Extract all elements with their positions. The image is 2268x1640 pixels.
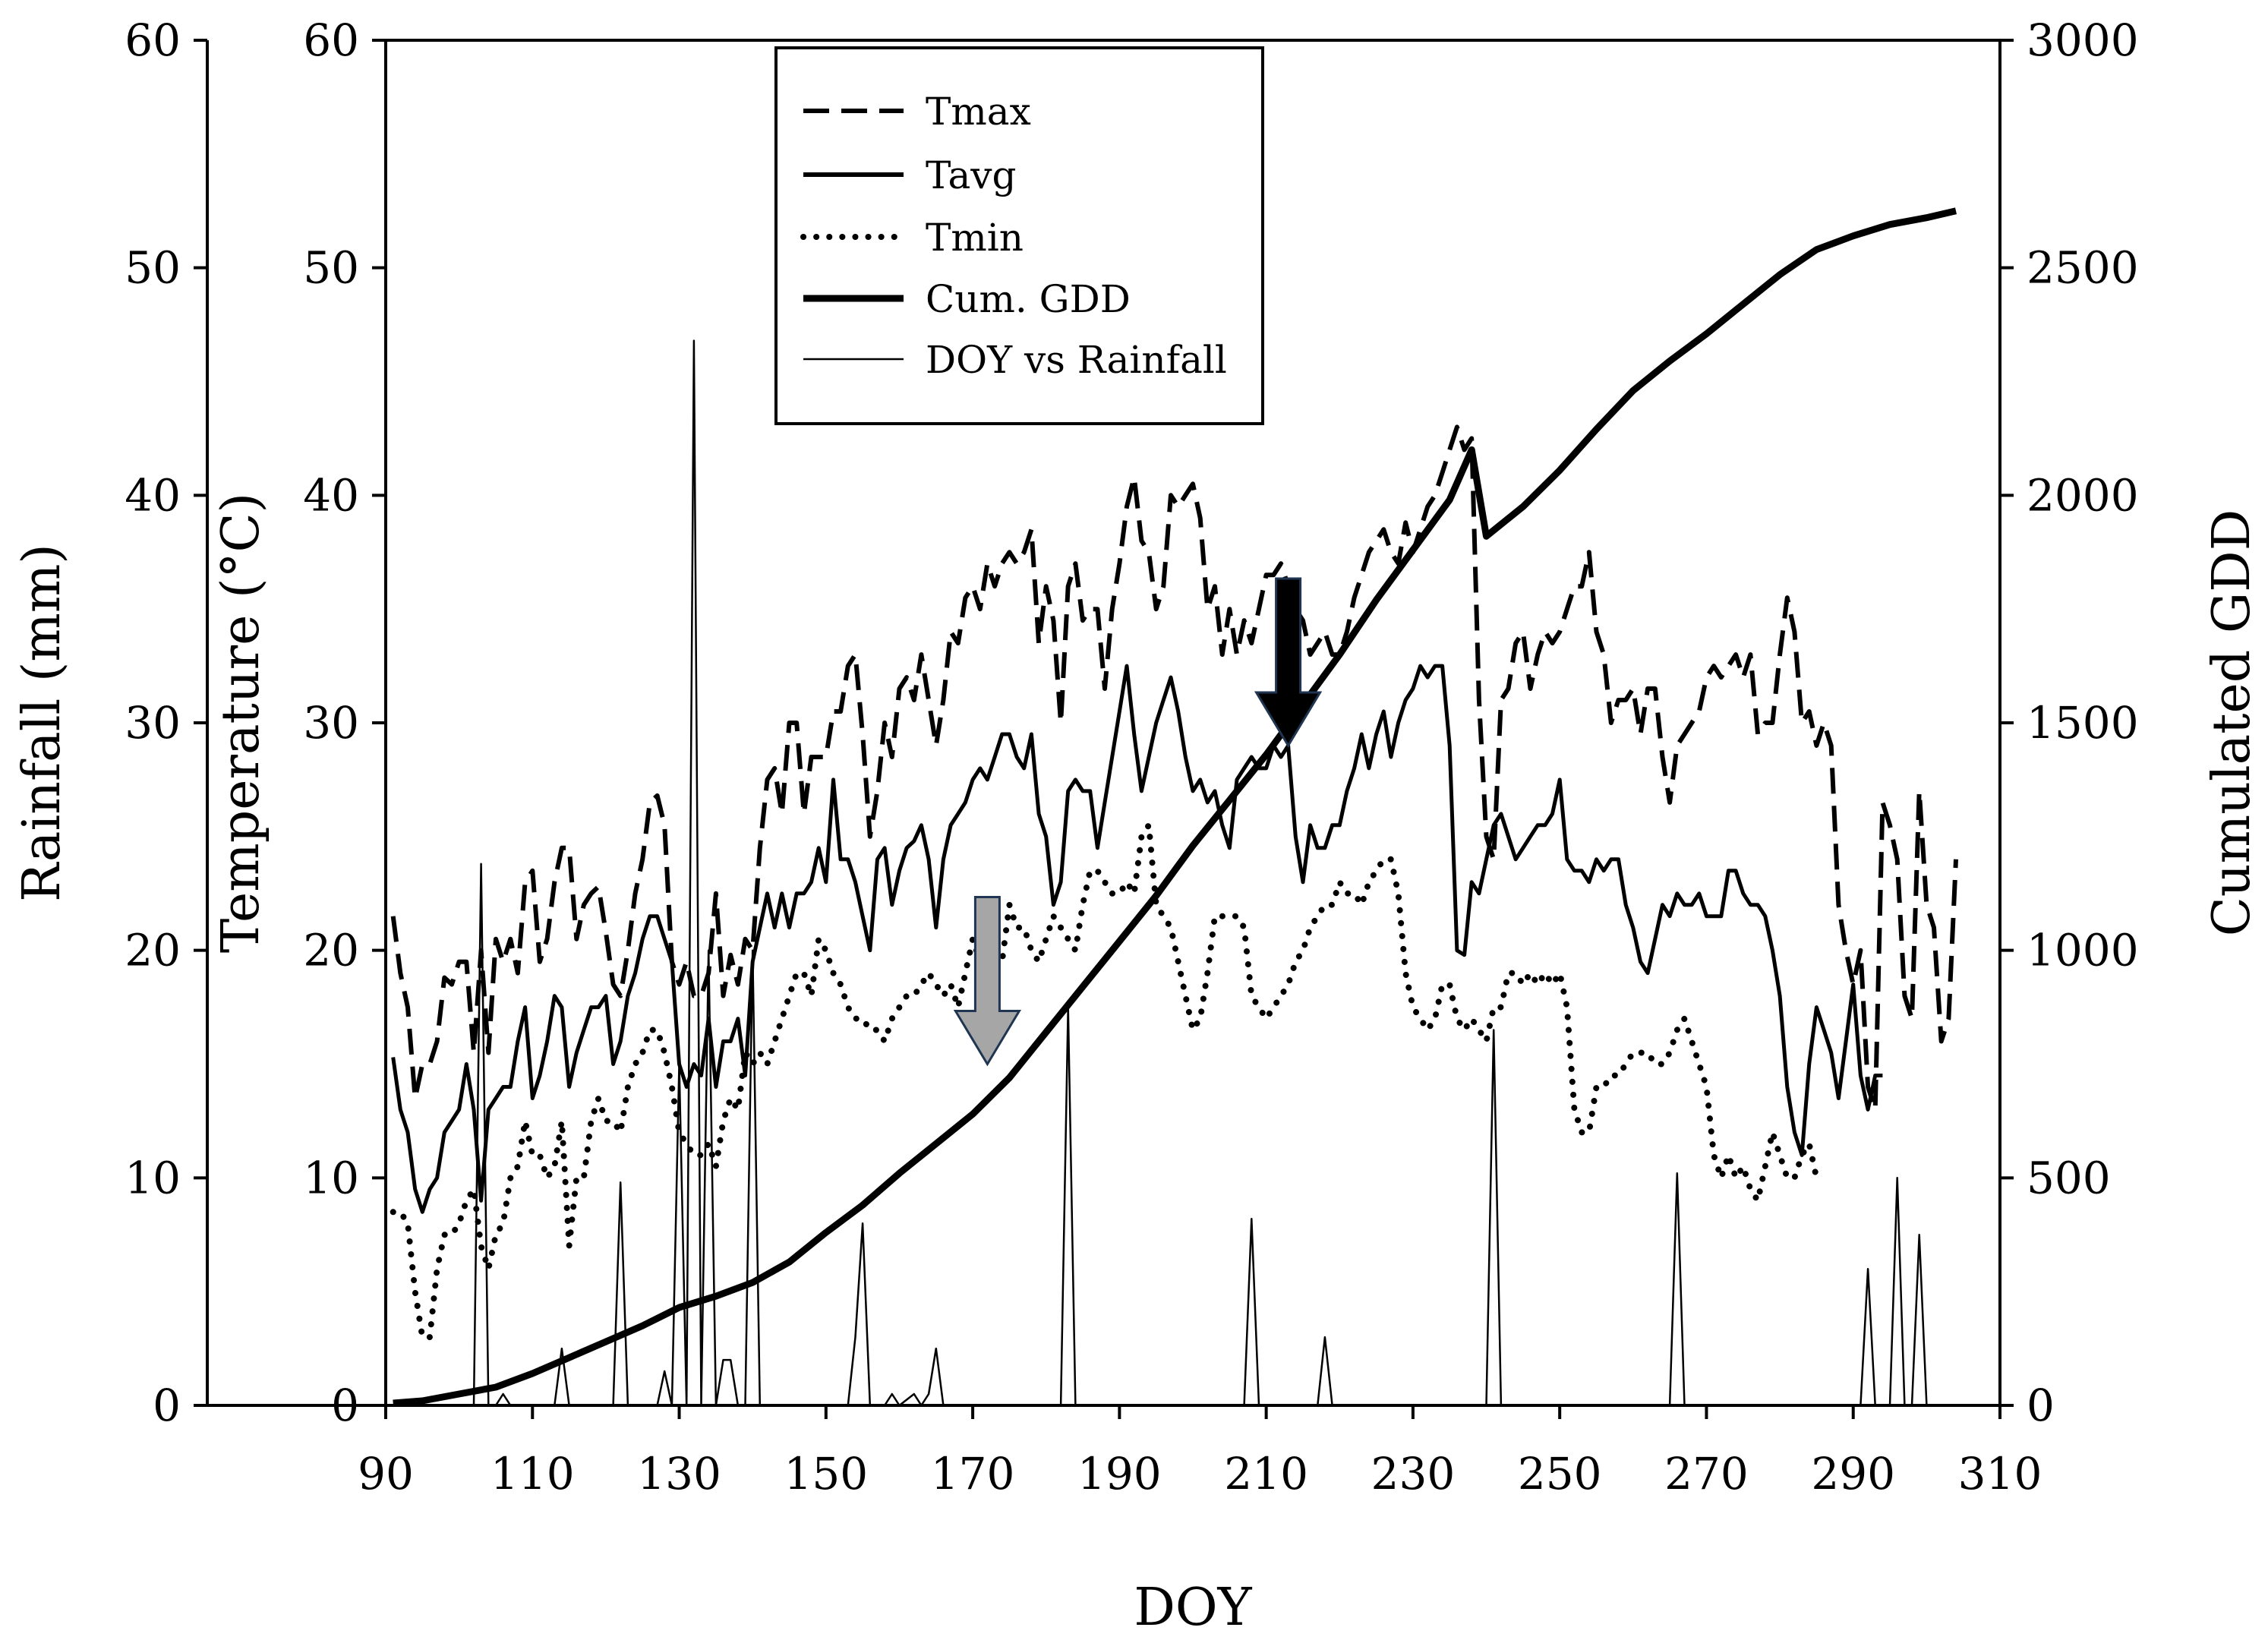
gdd-ticks: 0 500 1000 1500 2000 2500 3000 <box>2000 14 2139 1431</box>
legend: Tmax Tavg Tmin Cum. GDD DOY vs Rainfall <box>774 46 1264 425</box>
ticks-temp-label: 20 <box>303 925 359 976</box>
ticks-gdd-label: 1500 <box>2027 697 2139 749</box>
series-doy-vs-rainfall <box>393 339 1956 1407</box>
legend-label-tavg: Tavg <box>926 153 1017 197</box>
series-cum-gdd <box>393 207 1957 1407</box>
series-layer <box>390 207 1958 1407</box>
ticks-rain-label: 40 <box>125 469 181 521</box>
x-tick-label: 290 <box>1811 1448 1895 1500</box>
ticks-temp-label: 40 <box>303 469 359 521</box>
x-tick-label: 310 <box>1958 1448 2042 1500</box>
ticks-gdd-label: 3000 <box>2027 14 2139 66</box>
rainfall-ticks: 0 10 20 30 40 50 60 <box>125 14 207 1431</box>
rainfall-axis-title: Rainfall (mm) <box>12 544 72 902</box>
legend-label-tmin: Tmin <box>926 216 1024 260</box>
x-tick-label: 130 <box>637 1448 721 1500</box>
x-tick-label: 210 <box>1224 1448 1308 1500</box>
legend-label-gdd: Cum. GDD <box>926 277 1131 321</box>
arrow-layer <box>953 577 1323 1067</box>
ticks-temp-label: 60 <box>303 14 359 66</box>
ticks-temp-label: 30 <box>303 697 359 749</box>
series-tavg <box>391 664 1883 1214</box>
x-tick-label: 250 <box>1518 1448 1602 1500</box>
temperature-axis-title: Temperature (°C) <box>211 493 271 953</box>
ticks-gdd-label: 500 <box>2027 1152 2111 1203</box>
x-tick-label: 230 <box>1371 1448 1456 1500</box>
legend-label-tmax: Tmax <box>926 90 1031 134</box>
black-arrow-icon <box>1254 577 1323 748</box>
x-tick-label: 190 <box>1077 1448 1162 1500</box>
x-tick-label: 150 <box>784 1448 868 1500</box>
x-axis-title: DOY <box>1134 1578 1252 1636</box>
ticks-rain-label: 10 <box>125 1152 181 1203</box>
ticks-temp-label: 0 <box>331 1380 359 1431</box>
ticks-rain-label: 0 <box>153 1380 181 1431</box>
x-tick-label: 110 <box>491 1448 575 1500</box>
x-tick-label: 170 <box>931 1448 1015 1500</box>
ticks-temp-label: 50 <box>303 242 359 294</box>
temperature-ticks: 0 10 20 30 40 50 60 <box>303 14 386 1431</box>
x-tick-label: 270 <box>1664 1448 1749 1500</box>
ticks-gdd-label: 1000 <box>2027 925 2139 976</box>
ticks-gdd-label: 2500 <box>2027 242 2139 294</box>
gray-arrow-icon <box>953 896 1022 1067</box>
legend-label-rainfall: DOY vs Rainfall <box>926 338 1227 382</box>
ticks-gdd-label: 0 <box>2027 1380 2055 1431</box>
x-ticks: 90 110 130 150 170 190 210 230 250 270 290 310 <box>358 1405 2042 1500</box>
gdd-axis-title: Cumulated GDD <box>2202 509 2262 936</box>
ticks-temp-label: 10 <box>303 1152 359 1203</box>
ticks-rain-label: 60 <box>125 14 181 66</box>
ticks-rain-label: 50 <box>125 242 181 294</box>
ticks-gdd-label: 2000 <box>2027 469 2139 521</box>
ticks-rain-label: 20 <box>125 925 181 976</box>
ticks-rain-label: 30 <box>125 697 181 749</box>
x-tick-label: 90 <box>358 1448 414 1500</box>
series-tmax <box>390 424 1958 1112</box>
series-tmin <box>390 822 1820 1341</box>
